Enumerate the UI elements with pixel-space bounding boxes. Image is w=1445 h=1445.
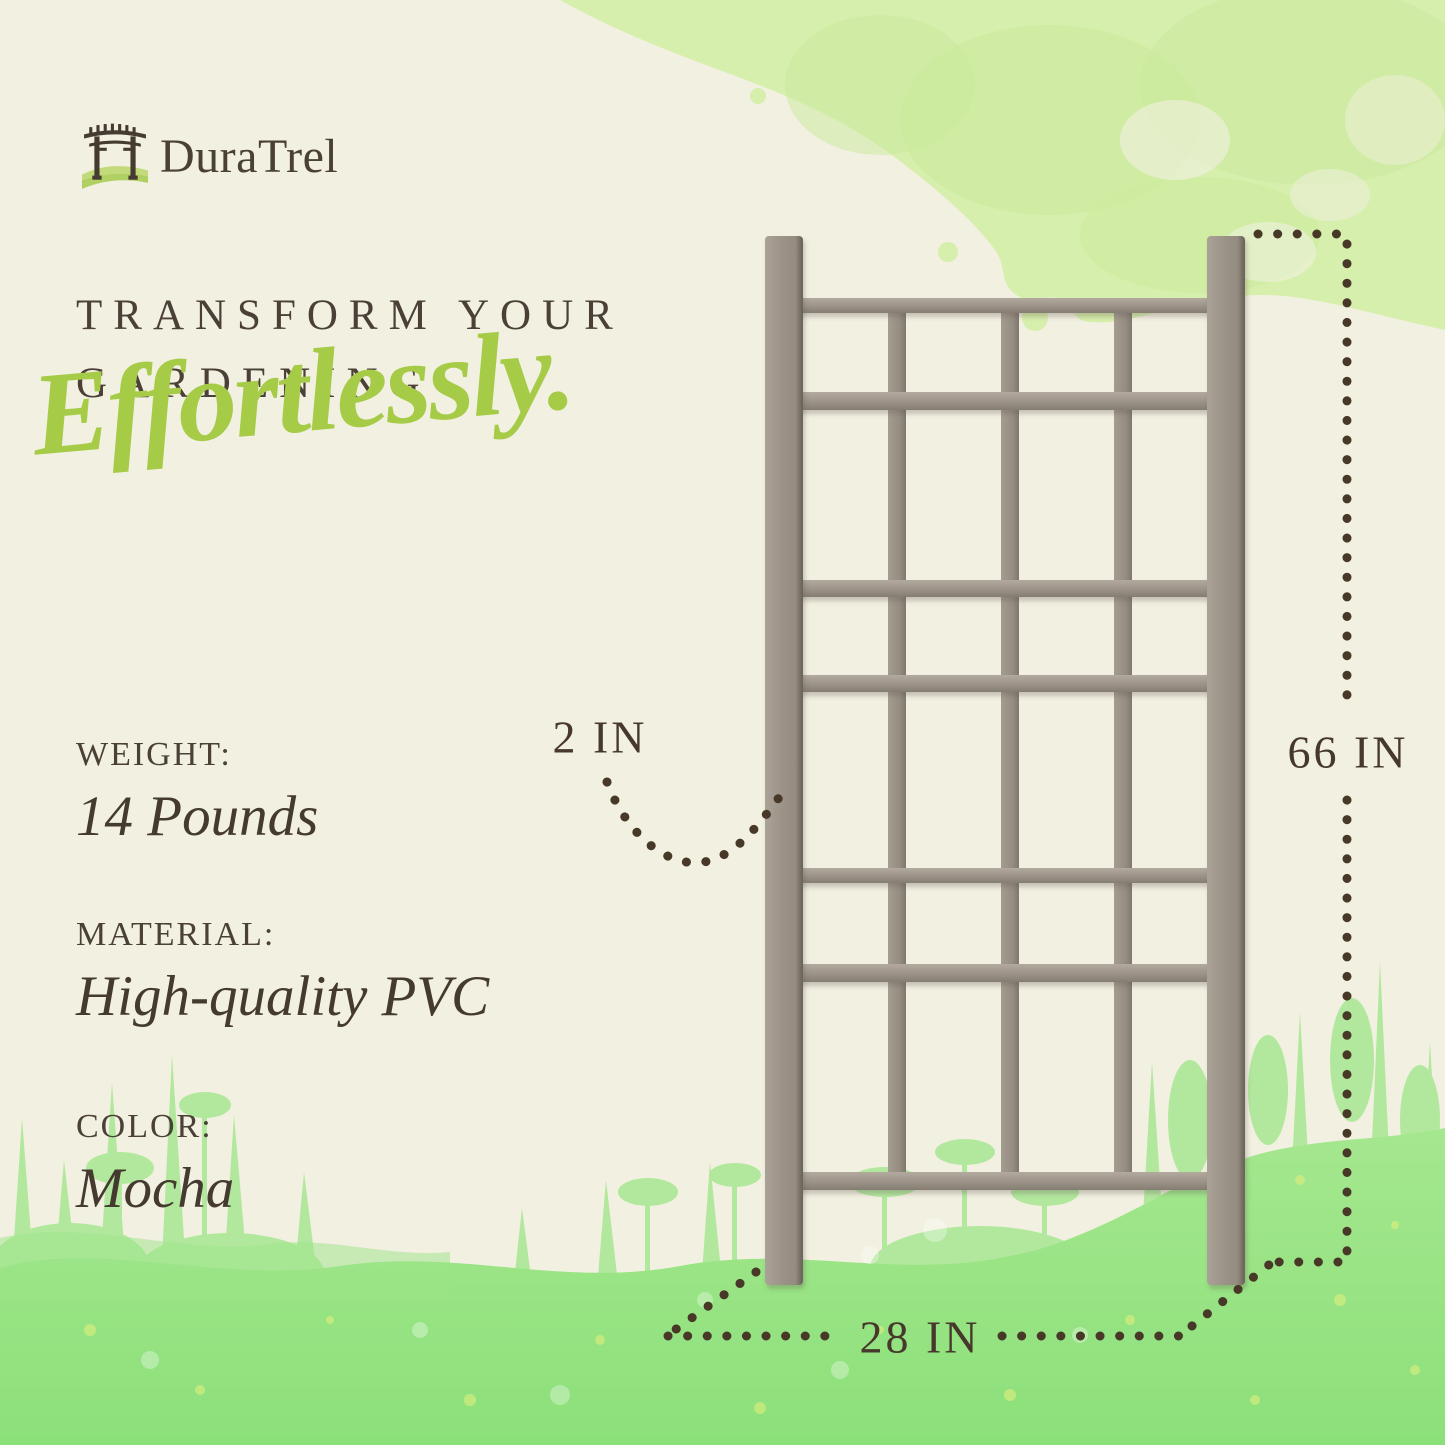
splash-patch	[785, 15, 975, 155]
meadow-flower-spots	[141, 1218, 1088, 1405]
headline: TRANSFORM YOUR GARDENING	[76, 282, 624, 418]
trellis-rails	[790, 298, 1217, 1190]
logo-arbor-frame	[84, 123, 146, 180]
meadow-speckles	[84, 1175, 1420, 1414]
dim-label-width: 28 IN	[859, 1311, 981, 1363]
spec-weight: WEIGHT: 14 Pounds	[76, 736, 318, 849]
spec-weight-value: 14 Pounds	[76, 785, 319, 848]
splash-droplet	[938, 242, 958, 262]
trellis-slats	[888, 310, 1132, 1176]
spec-color-label: COLOR:	[76, 1108, 213, 1145]
right-post	[1207, 236, 1245, 1285]
width-dim-left-diagonal	[667, 1267, 761, 1337]
brand-name: DuraTrel	[160, 129, 339, 183]
splash-hole	[1120, 100, 1230, 180]
width-dim-right-diagonal	[1187, 1259, 1275, 1331]
spec-color: COLOR: Mocha	[76, 1108, 234, 1221]
splash-hole	[1290, 169, 1370, 221]
spec-color-value: Mocha	[76, 1157, 235, 1220]
trellis-posts	[765, 236, 1245, 1285]
arbor-icon	[82, 123, 148, 189]
splash-patch	[900, 25, 1200, 215]
thickness-callout-arc	[602, 777, 788, 868]
splash-hole	[1345, 75, 1445, 165]
meadow-wash-edge	[0, 1232, 450, 1300]
left-post	[765, 236, 803, 1285]
spec-material: MATERIAL: High-quality PVC	[76, 916, 489, 1029]
dim-label-height: 66 IN	[1287, 726, 1409, 778]
splash-droplet	[750, 88, 766, 104]
spec-weight-label: WEIGHT:	[76, 736, 232, 773]
headline-line1: TRANSFORM YOUR	[76, 292, 624, 339]
headline-line2: GARDENING	[76, 360, 431, 407]
brand-logo: DuraTrel	[82, 116, 338, 196]
dim-label-post-thickness: 2 IN	[552, 711, 648, 763]
spec-material-value: High-quality PVC	[76, 965, 490, 1028]
spec-material-label: MATERIAL:	[76, 916, 276, 953]
meadow-wash	[0, 1128, 1445, 1445]
